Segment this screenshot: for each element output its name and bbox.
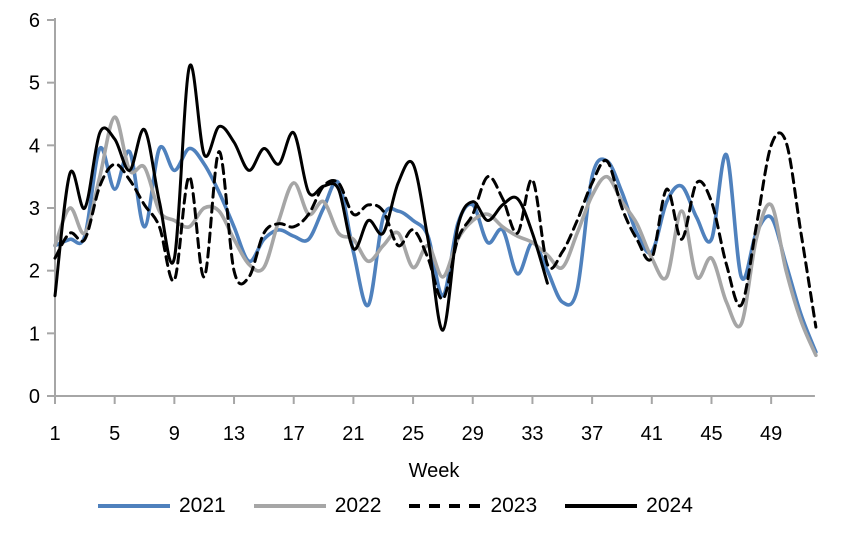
legend-item-2022: 2022 [253, 494, 382, 518]
legend-item-2024: 2024 [565, 494, 693, 518]
legend-swatch-2023 [409, 504, 482, 508]
x-tick-label: 29 [462, 423, 484, 445]
chart-legend: 2021 2022 2023 2024 [98, 494, 693, 518]
y-tick-label: 5 [29, 73, 40, 95]
x-tick-label: 9 [169, 423, 180, 445]
legend-label-2021: 2021 [179, 494, 226, 517]
x-tick-label: 41 [641, 423, 663, 445]
x-tick-label: 45 [700, 423, 722, 445]
x-tick-label: 25 [402, 423, 424, 445]
x-tick-label: 37 [581, 423, 603, 445]
legend-label-2022: 2022 [334, 494, 382, 517]
x-tick-label: 1 [49, 423, 60, 445]
x-tick-label: 33 [521, 423, 543, 445]
legend-item-2021: 2021 [98, 494, 226, 518]
x-tick-label: 5 [109, 423, 120, 445]
x-tick-label: 49 [760, 423, 782, 445]
series-line-2021 [53, 144, 818, 354]
legend-label-2023: 2023 [490, 494, 538, 517]
y-tick-label: 0 [29, 386, 40, 408]
y-tick-label: 3 [29, 198, 40, 220]
x-tick-label: 21 [342, 423, 364, 445]
legend-swatch-2021 [98, 504, 170, 508]
x-axis-title: Week [408, 460, 460, 482]
legend-swatch-2022 [253, 504, 326, 508]
series-line-2024 [53, 63, 549, 332]
x-tick-label: 17 [283, 423, 305, 445]
legend-swatch-2024 [565, 504, 638, 508]
y-tick-label: 6 [29, 10, 40, 32]
x-tick-label: 13 [223, 423, 245, 445]
y-tick-label: 2 [29, 261, 40, 283]
y-tick-label: 4 [29, 135, 40, 157]
series-line-2022 [53, 115, 818, 358]
legend-label-2024: 2024 [646, 494, 693, 517]
legend-item-2023: 2023 [409, 494, 537, 518]
y-tick-label: 1 [29, 323, 40, 345]
